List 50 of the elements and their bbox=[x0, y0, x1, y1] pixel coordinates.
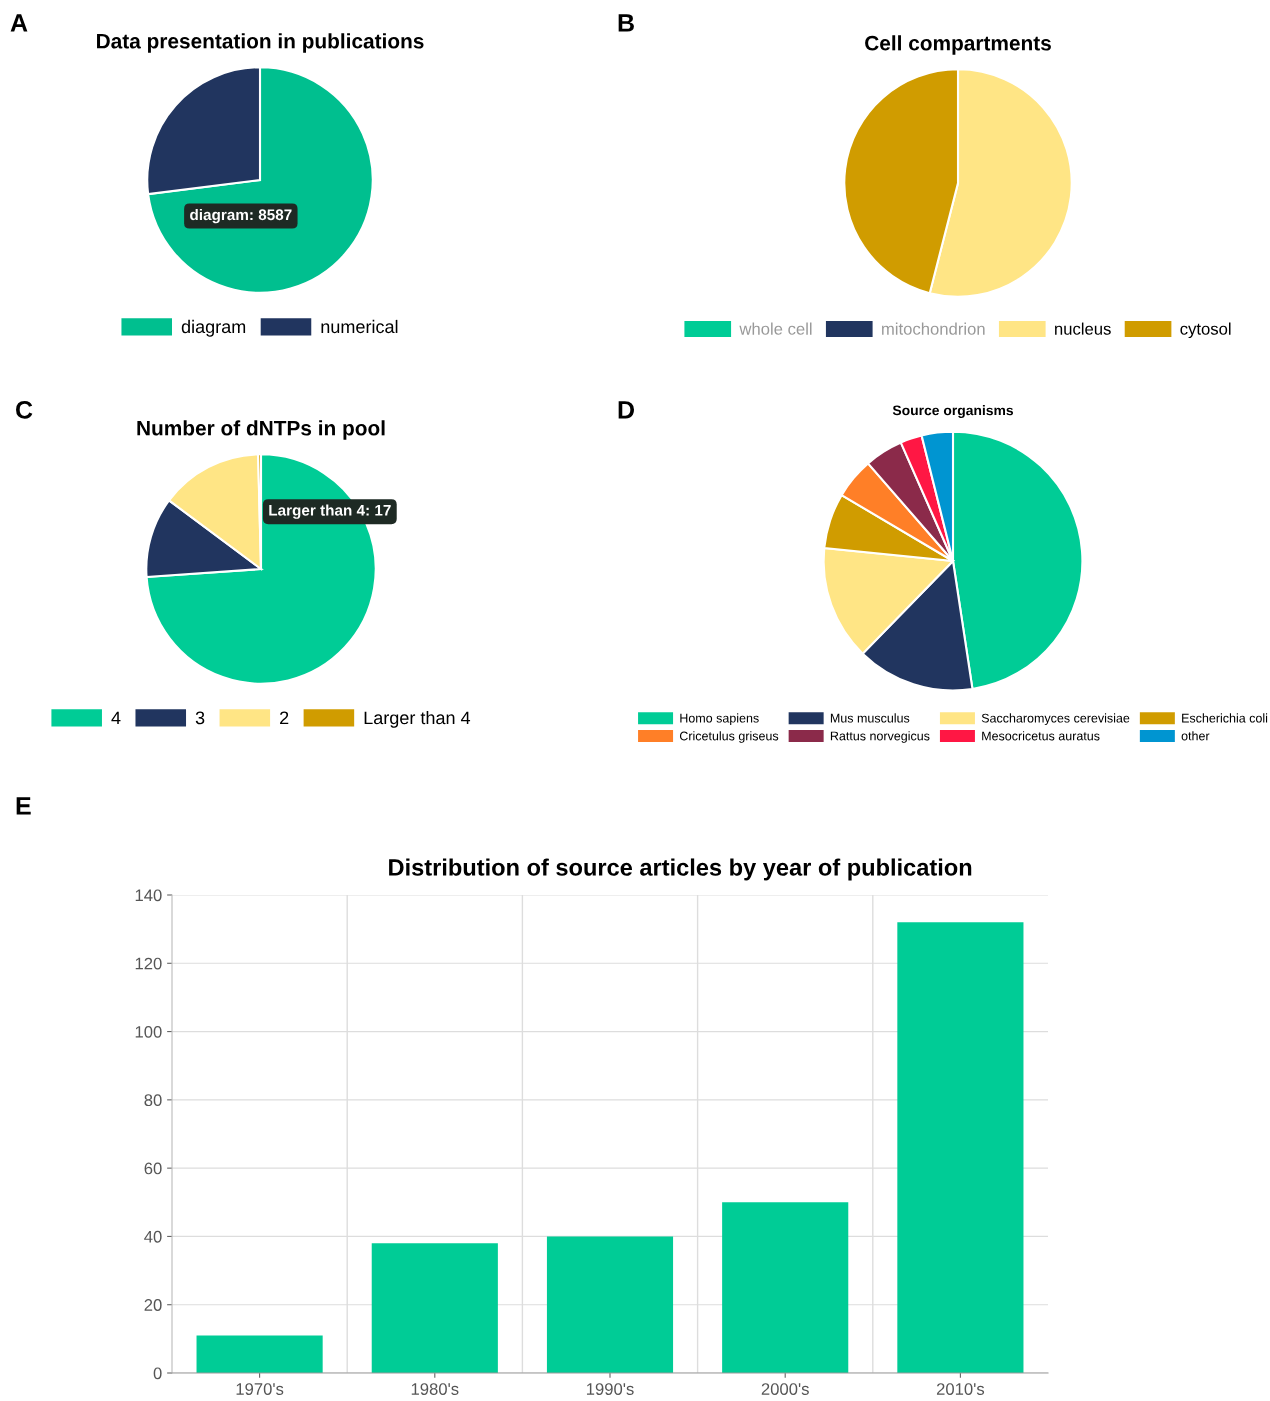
legend-label: Saccharomyces cerevisiae bbox=[981, 713, 1130, 726]
text: D bbox=[618, 401, 634, 419]
bar bbox=[371, 1243, 498, 1373]
y-tick-label: 100 bbox=[135, 1025, 162, 1038]
bar bbox=[196, 1335, 323, 1373]
legend-label: whole cell bbox=[739, 322, 812, 335]
y-tick-label: 0 bbox=[153, 1367, 162, 1380]
legend-label: other bbox=[1181, 731, 1210, 741]
y-tick-label: 140 bbox=[135, 889, 162, 902]
x-tick-label: 2010's bbox=[936, 1383, 985, 1395]
legend-label: nucleus bbox=[1055, 322, 1111, 335]
x-tick-label: 1990's bbox=[586, 1383, 634, 1395]
legend-label: 3 bbox=[195, 711, 205, 725]
text: Larger than 4: 17 bbox=[269, 504, 391, 519]
chart-title: Distribution of source articles by year of publication bbox=[389, 858, 972, 881]
text: E bbox=[16, 797, 31, 815]
x-tick-label: 2000's bbox=[761, 1383, 809, 1395]
bar bbox=[546, 1236, 674, 1373]
legend-label: numerical bbox=[321, 319, 398, 334]
chart-title: Source organisms bbox=[892, 405, 1014, 419]
x-tick-label: 1970's bbox=[236, 1383, 284, 1395]
legend-label: cytosol bbox=[1180, 322, 1231, 339]
text: A bbox=[10, 14, 28, 32]
legend-label: diagram bbox=[181, 319, 246, 337]
legend-label: 2 bbox=[280, 711, 289, 725]
y-tick-label: 40 bbox=[144, 1230, 162, 1243]
y-tick-label: 60 bbox=[144, 1162, 162, 1175]
chart-title: Cell compartments bbox=[865, 35, 1051, 55]
legend-label: mitochondrion bbox=[882, 322, 985, 335]
legend-label: Cricetulus griseus bbox=[679, 731, 779, 743]
legend-label: Escherichia coli bbox=[1182, 713, 1268, 723]
bar bbox=[722, 1202, 849, 1373]
legend-label: Mus musculus bbox=[830, 713, 910, 723]
legend-label: Mesocricetus auratus bbox=[982, 731, 1100, 741]
text: C bbox=[16, 401, 33, 419]
chart-title: Number of dNTPs in pool bbox=[137, 420, 385, 440]
y-tick-label: 80 bbox=[144, 1094, 162, 1107]
pie-slice bbox=[147, 66, 374, 294]
chart-title: Data presentation in publications bbox=[97, 33, 424, 53]
text: B bbox=[618, 14, 634, 32]
text: diagram: 8587 bbox=[190, 208, 292, 224]
legend-label: Rattus norvegicus bbox=[830, 731, 930, 743]
x-tick-label: 1980's bbox=[411, 1383, 459, 1395]
legend-label: Homo sapiens bbox=[680, 713, 759, 726]
pie-slice bbox=[145, 453, 377, 685]
y-tick-label: 20 bbox=[144, 1299, 162, 1311]
legend-label: Larger than 4 bbox=[364, 710, 471, 728]
bar bbox=[897, 922, 1024, 1373]
legend-label: 4 bbox=[111, 711, 121, 725]
y-tick-label: 120 bbox=[135, 957, 162, 970]
